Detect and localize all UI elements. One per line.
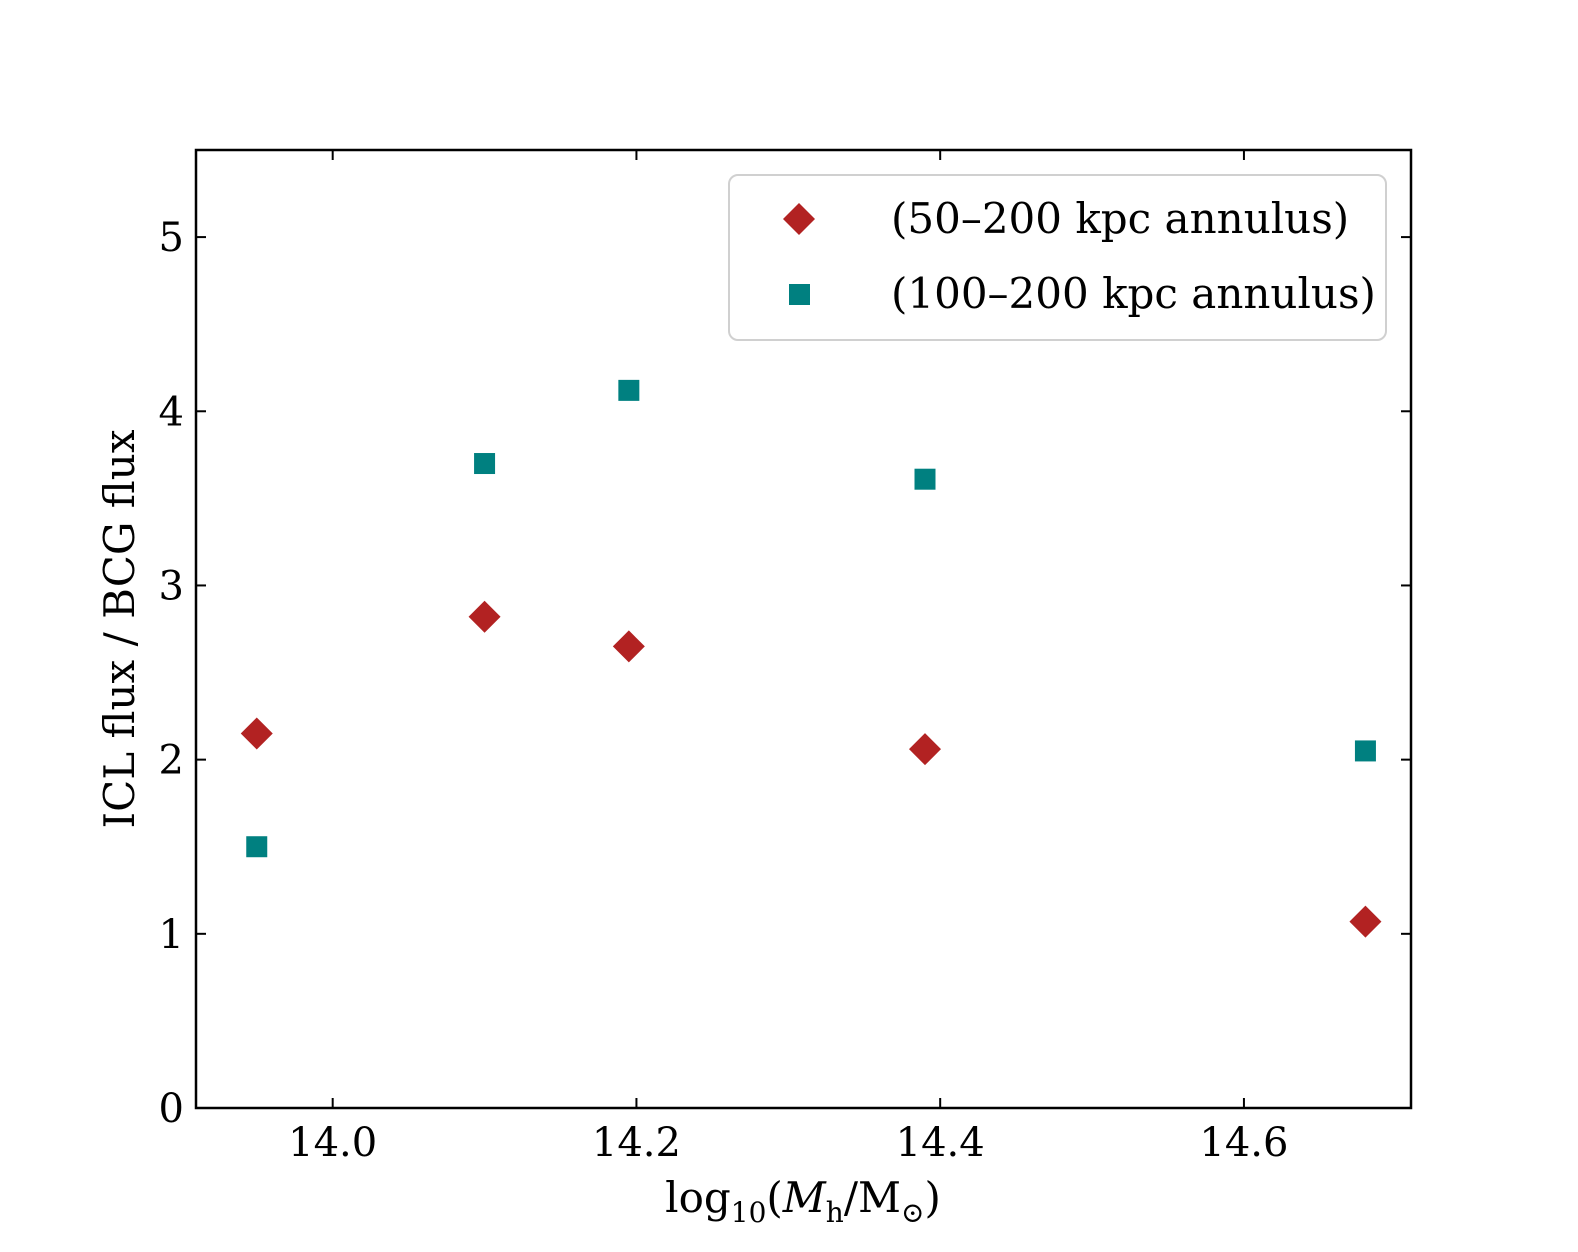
data-point-square xyxy=(914,468,936,490)
y-tick-label: 0 xyxy=(159,1086,184,1132)
markers-layer xyxy=(240,379,1382,938)
legend: (50–200 kpc annulus) (100–200 kpc annulu… xyxy=(728,174,1387,341)
data-point-diamond xyxy=(468,600,501,633)
y-tick-label: 1 xyxy=(159,912,184,958)
legend-marker-square xyxy=(789,284,810,305)
ticks-layer: 14.0 14.2 14.4 14.6 0 1 2 3 4 5 xyxy=(159,150,1411,1166)
x-tick-label: 14.4 xyxy=(896,1120,985,1166)
plot-frame xyxy=(194,148,1413,1110)
data-point-square xyxy=(246,836,268,858)
data-point-diamond xyxy=(240,717,273,750)
y-axis-label: ICL flux / BCG flux xyxy=(95,429,144,828)
x-tick-label: 14.0 xyxy=(288,1120,377,1166)
data-point-diamond xyxy=(1349,905,1382,938)
data-point-square xyxy=(474,453,496,475)
legend-label-100-200: (100–200 kpc annulus) xyxy=(891,269,1376,318)
y-tick-label: 5 xyxy=(159,215,184,261)
data-point-diamond xyxy=(909,733,941,766)
data-point-diamond xyxy=(612,630,645,663)
legend-marker-diamond xyxy=(783,203,815,235)
y-tick-label: 3 xyxy=(159,563,184,609)
y-tick-label: 4 xyxy=(159,389,184,435)
data-point-square xyxy=(618,379,640,401)
x-tick-label: 14.6 xyxy=(1199,1120,1288,1166)
legend-box xyxy=(728,174,1387,341)
legend-label-50-200: (50–200 kpc annulus) xyxy=(891,194,1349,243)
y-tick-label: 2 xyxy=(159,738,184,784)
x-tick-label: 14.2 xyxy=(592,1120,681,1166)
x-axis-label: log10(Mh/M⊙) xyxy=(665,1173,941,1229)
data-point-square xyxy=(1354,740,1376,762)
